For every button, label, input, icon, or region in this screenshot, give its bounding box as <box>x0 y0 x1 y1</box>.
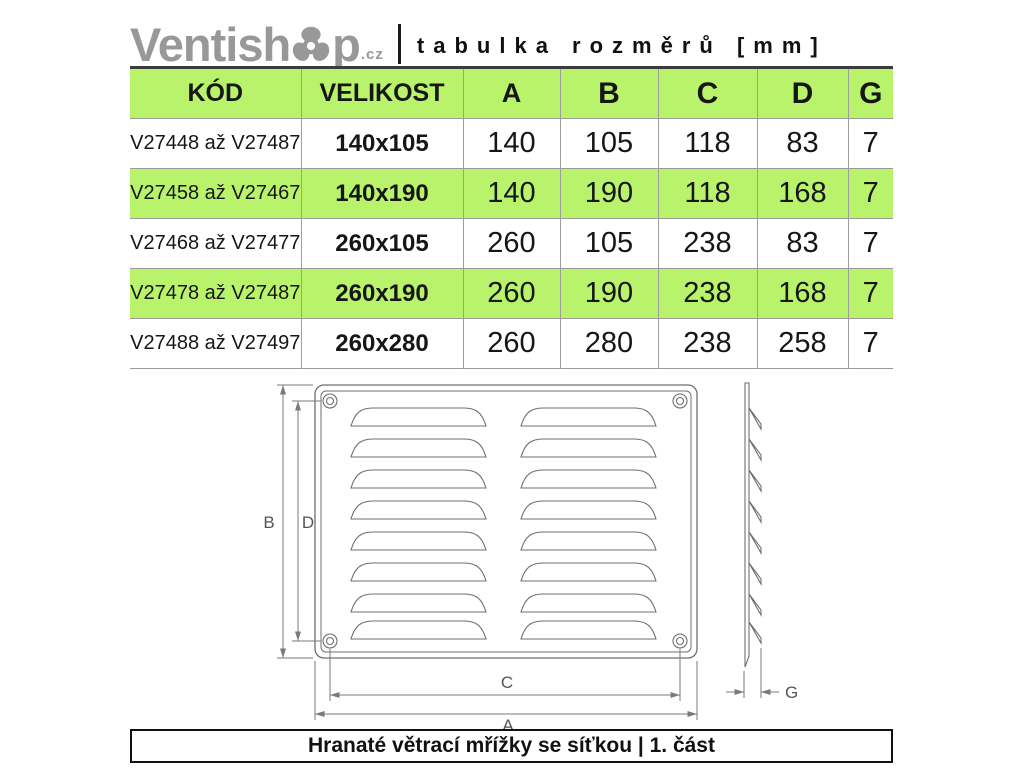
header: Ventish p .cz tabulka rozměrů [mm] <box>130 8 827 71</box>
cell-velikost: 260x105 <box>300 218 464 269</box>
dim-g: G <box>726 648 798 702</box>
grille-outer-frame <box>314 384 698 659</box>
dim-label-g: G <box>785 683 798 702</box>
table-row: V27458 až V27467 140x190 140 190 118 168… <box>130 168 893 219</box>
cell-velikost: 260x190 <box>300 268 464 319</box>
cell-d: 83 <box>756 218 849 269</box>
cell-b: 280 <box>559 318 659 369</box>
table-row: V27478 až V27487 260x190 260 190 238 168… <box>130 268 893 319</box>
cell-b: 190 <box>559 168 659 219</box>
dim-b: B <box>263 384 313 659</box>
dim-c: C <box>329 649 681 701</box>
cell-kod: V27448 až V27487 <box>130 118 302 169</box>
col-header-a: A <box>462 67 561 119</box>
screw-holes <box>322 393 688 649</box>
side-slats <box>748 407 762 644</box>
cell-velikost: 260x280 <box>300 318 464 369</box>
header-tagline: tabulka rozměrů [mm] <box>416 33 827 58</box>
cell-g: 7 <box>847 318 893 369</box>
cell-kod: V27478 až V27487 <box>130 268 302 319</box>
cell-a: 260 <box>462 218 561 269</box>
screw-hole-icon <box>322 393 338 409</box>
dim-a: A <box>314 661 698 732</box>
screw-hole-icon <box>322 633 338 649</box>
col-header-velikost: VELIKOST <box>300 67 464 119</box>
col-header-g: G <box>847 67 893 119</box>
cell-g: 7 <box>847 118 893 169</box>
dim-label-d: D <box>302 513 314 532</box>
cell-c: 118 <box>657 168 758 219</box>
table-row: V27468 až V27477 260x105 260 105 238 83 … <box>130 218 893 269</box>
dimensions-table: KÓD VELIKOST A B C D G V27448 až V27487 … <box>130 66 893 369</box>
footer-caption: Hranaté větrací mřížky se síťkou | 1. čá… <box>308 734 715 757</box>
logo-text-left: Ventish <box>130 17 291 71</box>
footer-caption-box: Hranaté větrací mřížky se síťkou | 1. čá… <box>130 729 893 763</box>
dim-label-c: C <box>501 673 513 692</box>
cell-g: 7 <box>847 218 893 269</box>
front-view <box>314 384 698 659</box>
table-header: KÓD VELIKOST A B C D G <box>130 67 893 119</box>
cell-d: 258 <box>756 318 849 369</box>
cell-kod: V27458 až V27467 <box>130 168 302 219</box>
logo-text-right: p <box>332 17 361 71</box>
table-header-row: KÓD VELIKOST A B C D G <box>130 67 893 119</box>
col-header-kod: KÓD <box>130 67 302 119</box>
col-header-d: D <box>756 67 849 119</box>
cell-b: 105 <box>559 118 659 169</box>
cell-g: 7 <box>847 268 893 319</box>
grille-inner-frame <box>320 390 692 653</box>
cell-d: 83 <box>756 118 849 169</box>
cell-d: 168 <box>756 168 849 219</box>
header-divider <box>397 24 401 64</box>
cell-a: 260 <box>462 318 561 369</box>
table-row: V27488 až V27497 260x280 260 280 238 258… <box>130 318 893 369</box>
dim-label-b: B <box>263 513 274 532</box>
logo-domain-suffix: .cz <box>360 46 384 63</box>
cell-a: 140 <box>462 168 561 219</box>
cell-c: 238 <box>657 318 758 369</box>
col-header-b: B <box>559 67 659 119</box>
cell-velikost: 140x105 <box>300 118 464 169</box>
cell-velikost: 140x190 <box>300 168 464 219</box>
side-view: G <box>726 382 798 702</box>
dim-label-a: A <box>502 716 514 732</box>
dim-d: D <box>292 400 321 642</box>
table-row: V27448 až V27487 140x105 140 105 118 83 … <box>130 118 893 169</box>
col-header-c: C <box>657 67 758 119</box>
cell-kod: V27488 až V27497 <box>130 318 302 369</box>
cell-d: 168 <box>756 268 849 319</box>
louver-slats <box>350 407 657 640</box>
cell-kod: V27468 až V27477 <box>130 218 302 269</box>
cell-b: 105 <box>559 218 659 269</box>
cell-a: 260 <box>462 268 561 319</box>
side-profile-plate <box>744 382 750 668</box>
screw-hole-icon <box>672 393 688 409</box>
cell-b: 190 <box>559 268 659 319</box>
cell-c: 118 <box>657 118 758 169</box>
cell-c: 238 <box>657 218 758 269</box>
cell-c: 238 <box>657 268 758 319</box>
grille-technical-drawing: B D C A G <box>263 382 798 732</box>
screw-hole-icon <box>672 633 688 649</box>
ventishop-logo: Ventish p .cz <box>130 17 384 71</box>
cell-a: 140 <box>462 118 561 169</box>
fan-icon <box>292 26 330 61</box>
cell-g: 7 <box>847 168 893 219</box>
